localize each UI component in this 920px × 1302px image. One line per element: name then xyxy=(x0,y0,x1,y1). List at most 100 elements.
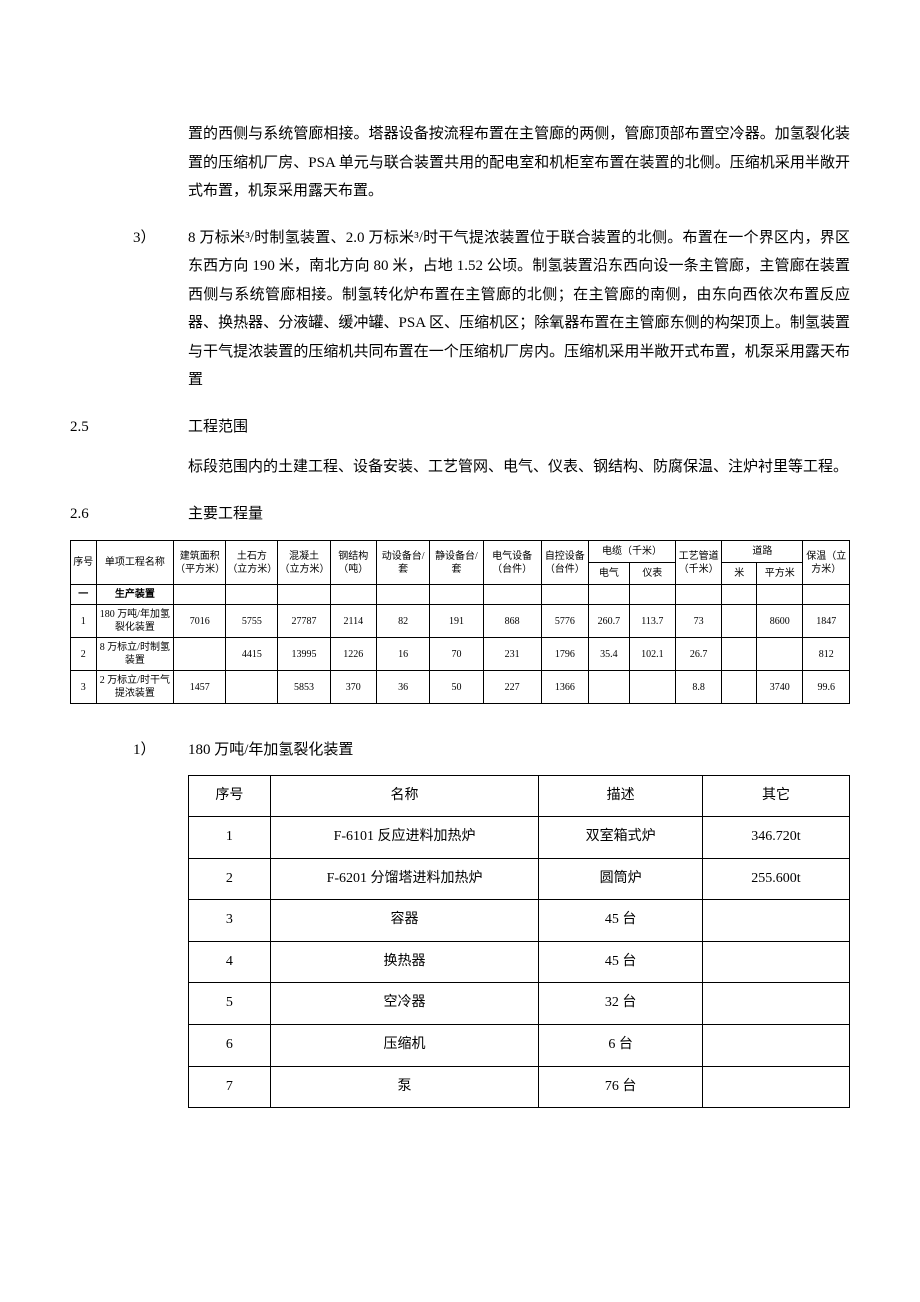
table-row: 3 2 万标立/时干气提浓装置 1457 5853 370 36 50 227 … xyxy=(71,671,850,704)
cell: 346.720t xyxy=(702,817,849,859)
quantities-table: 序号 单项工程名称 建筑面积（平方米） 土石方（立方米） 混凝土（立方米） 钢结… xyxy=(70,540,850,704)
cell: 180 万吨/年加氢裂化装置 xyxy=(96,605,174,638)
cell: 5853 xyxy=(278,671,330,704)
section-number: 2.6 xyxy=(70,500,188,529)
cell: 255.600t xyxy=(702,858,849,900)
table-row: 1 180 万吨/年加氢裂化装置 7016 5755 27787 2114 82… xyxy=(71,605,850,638)
table-row: 2F-6201 分馏塔进料加热炉圆筒炉255.600t xyxy=(189,858,850,900)
cell: 868 xyxy=(483,605,541,638)
cell: 1847 xyxy=(803,605,850,638)
cell xyxy=(702,941,849,983)
th-other: 其它 xyxy=(702,775,849,817)
cell xyxy=(702,1066,849,1108)
cell: 7016 xyxy=(174,605,226,638)
cell: 16 xyxy=(376,638,429,671)
th-road-m: 米 xyxy=(722,563,757,585)
cell xyxy=(757,638,803,671)
table-row: 2 8 万标立/时制氢装置 4415 13995 1226 16 70 231 … xyxy=(71,638,850,671)
th-name: 单项工程名称 xyxy=(96,541,174,585)
th-seq: 序号 xyxy=(71,541,97,585)
equipment-table: 序号 名称 描述 其它 1F-6101 反应进料加热炉双室箱式炉346.720t… xyxy=(188,775,850,1109)
cell: 1366 xyxy=(541,671,589,704)
cell: 5755 xyxy=(226,605,278,638)
cell: F-6201 分馏塔进料加热炉 xyxy=(270,858,538,900)
cell xyxy=(702,900,849,942)
cell: 5 xyxy=(189,983,271,1025)
cell: 231 xyxy=(483,638,541,671)
cell xyxy=(629,671,675,704)
cell: 双室箱式炉 xyxy=(539,817,703,859)
cell: 1 xyxy=(71,605,97,638)
cell: 102.1 xyxy=(629,638,675,671)
th-insulation: 保温（立方米） xyxy=(803,541,850,585)
th-concrete: 混凝土（立方米） xyxy=(278,541,330,585)
table-section-row: 一 生产装置 xyxy=(71,585,850,605)
cell: 1226 xyxy=(330,638,376,671)
cell xyxy=(226,585,278,605)
th-road: 道路 xyxy=(722,541,803,563)
paragraph-continuation: 置的西侧与系统管廊相接。塔器设备按流程布置在主管廊的两侧，管廊顶部布置空冷器。加… xyxy=(188,120,850,206)
cell: 191 xyxy=(430,605,483,638)
th-dynamic: 动设备台/套 xyxy=(376,541,429,585)
cell xyxy=(722,638,757,671)
th-pipe: 工艺管道（千米） xyxy=(676,541,722,585)
subsection-1: 1） 180 万吨/年加氢裂化装置 xyxy=(70,736,850,765)
cell: 7 xyxy=(189,1066,271,1108)
cell: 227 xyxy=(483,671,541,704)
cell: 13995 xyxy=(278,638,330,671)
list-body: 180 万吨/年加氢裂化装置 xyxy=(188,736,353,765)
cell: 6 台 xyxy=(539,1025,703,1067)
cell: 35.4 xyxy=(589,638,630,671)
cell: 26.7 xyxy=(676,638,722,671)
table-row: 7泵76 台 xyxy=(189,1066,850,1108)
cell: 370 xyxy=(330,671,376,704)
cell xyxy=(589,585,630,605)
cell xyxy=(174,585,226,605)
cell: 45 台 xyxy=(539,941,703,983)
table-row: 1F-6101 反应进料加热炉双室箱式炉346.720t xyxy=(189,817,850,859)
cell: 2 xyxy=(71,638,97,671)
th-control: 自控设备（台件） xyxy=(541,541,589,585)
cell: 70 xyxy=(430,638,483,671)
list-number: 1） xyxy=(133,736,188,765)
cell xyxy=(676,585,722,605)
cell: 76 台 xyxy=(539,1066,703,1108)
th-electrical: 电气设备（台件） xyxy=(483,541,541,585)
table-header-row: 序号 名称 描述 其它 xyxy=(189,775,850,817)
cell: 5776 xyxy=(541,605,589,638)
cell: 空冷器 xyxy=(270,983,538,1025)
th-cable: 电缆（千米） xyxy=(589,541,676,563)
cell xyxy=(722,605,757,638)
cell: 50 xyxy=(430,671,483,704)
cell: 82 xyxy=(376,605,429,638)
list-number: 3） xyxy=(133,224,188,395)
cell: 8.8 xyxy=(676,671,722,704)
cell: 1796 xyxy=(541,638,589,671)
cell: 1457 xyxy=(174,671,226,704)
cell: 113.7 xyxy=(629,605,675,638)
cell: 压缩机 xyxy=(270,1025,538,1067)
cell: 260.7 xyxy=(589,605,630,638)
cell: F-6101 反应进料加热炉 xyxy=(270,817,538,859)
cell: 36 xyxy=(376,671,429,704)
cell xyxy=(483,585,541,605)
cell: 2 万标立/时干气提浓装置 xyxy=(96,671,174,704)
cell: 32 台 xyxy=(539,983,703,1025)
th-name: 名称 xyxy=(270,775,538,817)
cell xyxy=(757,585,803,605)
cell xyxy=(722,585,757,605)
cell xyxy=(722,671,757,704)
cell: 生产装置 xyxy=(96,585,174,605)
section-2-5-body: 标段范围内的土建工程、设备安装、工艺管网、电气、仪表、钢结构、防腐保温、注炉衬里… xyxy=(188,453,850,482)
cell: 4415 xyxy=(226,638,278,671)
cell: 6 xyxy=(189,1025,271,1067)
section-2-5: 2.5 工程范围 xyxy=(70,413,850,442)
cell xyxy=(541,585,589,605)
section-title: 工程范围 xyxy=(188,413,248,442)
cell: 换热器 xyxy=(270,941,538,983)
th-road-sqm: 平方米 xyxy=(757,563,803,585)
cell xyxy=(430,585,483,605)
cell: 8600 xyxy=(757,605,803,638)
table-row: 5空冷器32 台 xyxy=(189,983,850,1025)
th-static: 静设备台/套 xyxy=(430,541,483,585)
